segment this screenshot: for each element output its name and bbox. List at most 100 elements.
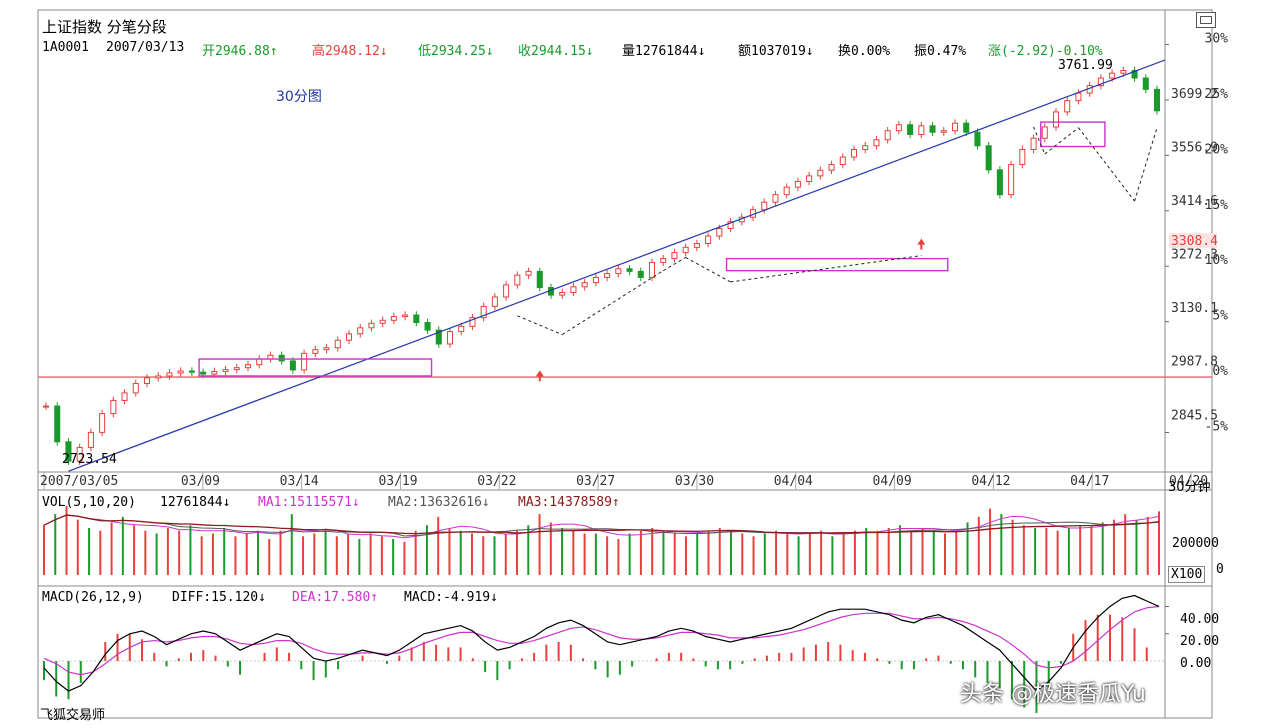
- vol-unit-button[interactable]: X100: [1168, 566, 1206, 583]
- pct-tick-label: 25%: [1205, 87, 1229, 102]
- price-candle-body: [503, 284, 510, 298]
- macd-value: MACD:-4.919↓: [404, 590, 498, 605]
- quote-amplitude: 振0.47%: [914, 44, 967, 59]
- macd-diff: DIFF:15.120↓: [172, 590, 266, 605]
- vol-label: VOL(5,10,20): [42, 495, 136, 510]
- pct-tick-label: 0%: [1212, 364, 1228, 379]
- price-candle-body: [907, 124, 914, 135]
- price-candle-body: [626, 268, 633, 272]
- price-candle-body: [1097, 77, 1104, 87]
- buy-arrow-icon: [535, 370, 544, 382]
- period-button[interactable]: 30分钟: [1168, 480, 1211, 495]
- consolidation-box: [1040, 121, 1106, 148]
- pct-tick-label: 30%: [1205, 32, 1229, 47]
- macd-tick-20: 20.00: [1180, 634, 1220, 649]
- price-candle-body: [648, 261, 656, 278]
- price-candle-body: [480, 305, 487, 319]
- price-candle-body: [458, 325, 465, 333]
- price-candle-body: [200, 371, 207, 375]
- price-candle-body: [604, 273, 611, 278]
- price-candle-body: [884, 130, 891, 141]
- price-candle-body: [155, 375, 162, 379]
- period-label: 30分图: [276, 89, 322, 105]
- price-candle-body: [1142, 77, 1149, 90]
- vol-value: 12761844↓: [160, 495, 231, 510]
- price-candle-body: [817, 169, 824, 177]
- price-candle-body: [222, 369, 229, 372]
- date-tick-label: 2007/03/05: [40, 474, 118, 489]
- price-candle-body: [233, 367, 240, 371]
- consolidation-box: [198, 358, 433, 377]
- price-candle-body: [514, 274, 521, 286]
- date-tick-label: 04/17: [1070, 474, 1109, 489]
- wave-dashed-line: [517, 315, 563, 336]
- date-tick-label: 04/20: [1169, 474, 1208, 489]
- price-candle-body: [693, 243, 700, 248]
- page-title: 上证指数 分笔分段: [42, 18, 167, 36]
- price-tick-label: 3699.2: [1171, 87, 1218, 102]
- price-candle-body: [256, 358, 263, 366]
- wave-dashed-line: [685, 257, 731, 283]
- date-tick-label: 03/19: [378, 474, 417, 489]
- pct-tick-label: 20%: [1205, 142, 1229, 157]
- wave-dashed-line: [1044, 127, 1079, 155]
- price-candle-body: [413, 314, 420, 324]
- price-candle-body: [1109, 72, 1116, 79]
- price-tick-label: 2845.5: [1171, 408, 1218, 423]
- quote-turnover: 换0.00%: [838, 44, 891, 59]
- date-tick-label: 04/12: [971, 474, 1010, 489]
- price-candle-body: [716, 228, 723, 237]
- outer-frame: [37, 9, 1213, 719]
- wave-dashed-line: [1033, 126, 1046, 155]
- quote-low: 低2934.25↓: [418, 44, 494, 59]
- price-candle-body: [491, 296, 498, 307]
- price-candle-body: [1153, 88, 1161, 112]
- low-label: 2723.54: [62, 452, 117, 467]
- price-candle-body: [244, 364, 252, 369]
- price-candle-body: [278, 354, 285, 362]
- price-candle-body: [390, 316, 397, 321]
- price-candle-body: [211, 370, 218, 375]
- peak-label: 3761.99: [1058, 58, 1113, 73]
- price-candle-body: [839, 156, 846, 166]
- consolidation-box: [725, 257, 949, 272]
- macd-label: MACD(26,12,9): [42, 590, 144, 605]
- price-candle-body: [1030, 137, 1037, 151]
- wave-dashed-line: [662, 257, 686, 272]
- vol-axis-label: 200000: [1172, 536, 1219, 551]
- wave-dashed-line: [730, 255, 922, 283]
- window-restore-icon[interactable]: [1196, 12, 1216, 28]
- price-candle-body: [110, 399, 117, 415]
- price-candle-body: [379, 319, 386, 324]
- price-candle-body: [1064, 100, 1071, 113]
- macd-tick-0: 0.00: [1180, 656, 1212, 671]
- price-candle-body: [705, 235, 712, 245]
- quote-close: 收2944.15↓: [518, 44, 594, 59]
- watermark: 头条 @极速香瓜Yu: [960, 682, 1146, 707]
- price-candle-body: [592, 276, 599, 284]
- price-candle-body: [345, 333, 353, 341]
- buy-arrow-icon: [917, 238, 926, 250]
- price-candle-body: [143, 377, 151, 384]
- date-tick-label: 03/09: [181, 474, 220, 489]
- macd-tick-40: 40.00: [1180, 612, 1220, 627]
- price-candle-body: [581, 282, 588, 288]
- stock-code: 1A0001: [42, 40, 89, 55]
- macd-dea: DEA:17.580↑: [292, 590, 379, 605]
- vol-ma3-line: [43, 514, 1160, 535]
- vol-ma3: MA3:14378589↑: [518, 495, 620, 510]
- price-candle-body: [1075, 92, 1082, 102]
- quote-change: 涨(-2.92)-0.10%: [988, 44, 1103, 59]
- price-candle-body: [794, 180, 801, 188]
- trend-line: [68, 59, 1166, 472]
- price-candle-body: [446, 331, 454, 345]
- price-candle-body: [974, 131, 981, 147]
- vol-axis-zero: 0: [1216, 562, 1224, 577]
- macd-diff-line: [43, 594, 1160, 692]
- price-candle-body: [188, 370, 195, 373]
- price-candle-body: [536, 270, 543, 289]
- price-candle-body: [402, 314, 409, 318]
- quote-volume: 量12761844↓: [622, 44, 706, 59]
- price-candle-body: [368, 322, 375, 329]
- price-tick-label: 3556.9: [1171, 141, 1218, 156]
